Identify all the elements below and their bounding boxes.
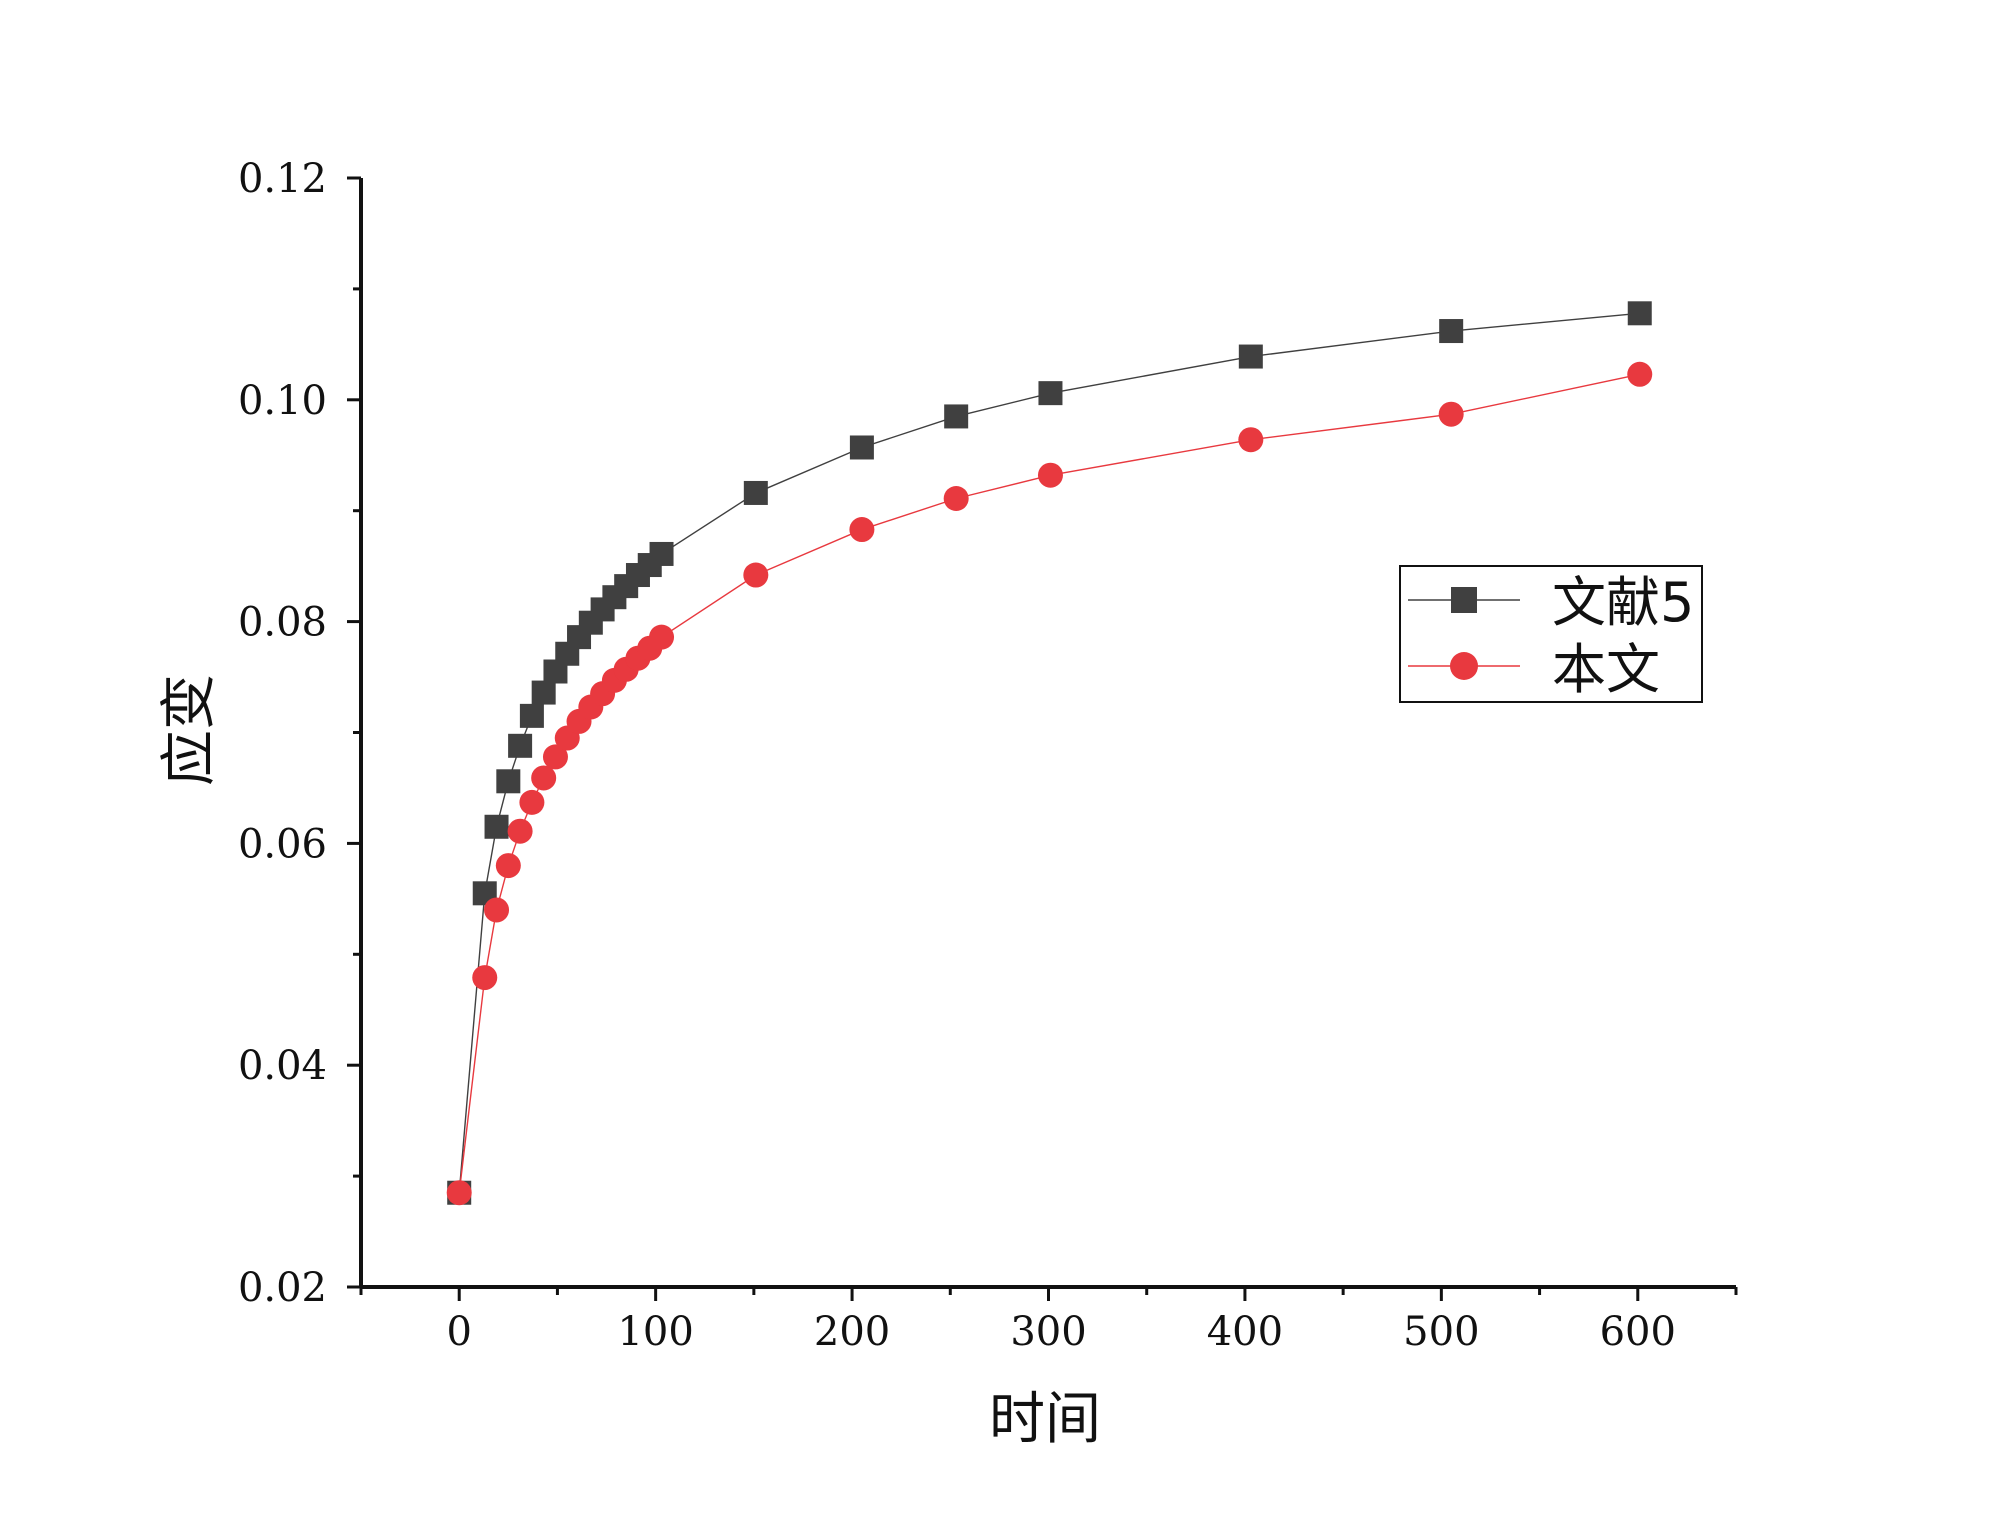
y-tick-label: 0.04 bbox=[238, 1043, 327, 1089]
x-tick-label: 0 bbox=[446, 1309, 471, 1355]
data-point-series-0 bbox=[496, 769, 521, 794]
data-point-series-0 bbox=[849, 435, 874, 460]
data-point-series-1 bbox=[542, 744, 568, 770]
y-tick-label: 0.12 bbox=[238, 156, 327, 202]
data-point-series-1 bbox=[1238, 427, 1264, 453]
legend-label-series-1: 本文 bbox=[1552, 638, 1660, 701]
data-point-series-0 bbox=[944, 404, 969, 429]
data-point-series-1 bbox=[472, 965, 498, 991]
data-point-series-0 bbox=[508, 733, 533, 758]
series-line-1 bbox=[458, 373, 1640, 1193]
x-tick-label: 500 bbox=[1403, 1309, 1479, 1355]
y-tick-label: 0.08 bbox=[238, 600, 327, 646]
data-point-series-1 bbox=[507, 818, 533, 844]
x-tick-label: 200 bbox=[814, 1309, 890, 1355]
data-point-series-0 bbox=[531, 680, 556, 705]
y-tick-label: 0.02 bbox=[238, 1265, 327, 1311]
x-tick-label: 100 bbox=[617, 1309, 693, 1355]
data-point-series-1 bbox=[446, 1180, 472, 1206]
data-point-series-1 bbox=[1627, 361, 1653, 387]
data-point-series-0 bbox=[649, 541, 674, 566]
x-axis-title: 时间 bbox=[989, 1387, 1101, 1452]
data-point-series-1 bbox=[1438, 401, 1464, 427]
data-point-series-1 bbox=[743, 562, 769, 588]
data-point-series-1 bbox=[943, 486, 969, 512]
x-tick-label: 300 bbox=[1010, 1309, 1086, 1355]
series-layer bbox=[446, 301, 1653, 1206]
data-point-series-1 bbox=[495, 853, 521, 879]
data-point-series-1 bbox=[519, 789, 545, 815]
y-axis-title: 应变 bbox=[157, 674, 222, 786]
y-tick-label: 0.10 bbox=[238, 378, 327, 424]
data-point-series-1 bbox=[649, 624, 675, 650]
data-point-series-1 bbox=[849, 517, 875, 543]
legend-marker-series-1 bbox=[1450, 652, 1478, 680]
data-point-series-0 bbox=[519, 703, 544, 728]
series-line-0 bbox=[458, 312, 1640, 1193]
data-point-series-0 bbox=[484, 814, 509, 839]
legend-box bbox=[1399, 565, 1703, 703]
x-tick-label: 400 bbox=[1207, 1309, 1283, 1355]
data-point-series-0 bbox=[1238, 344, 1263, 369]
data-point-series-0 bbox=[1627, 301, 1652, 326]
data-point-series-0 bbox=[1038, 381, 1063, 406]
data-point-series-1 bbox=[1037, 462, 1063, 488]
x-tick-label: 600 bbox=[1600, 1309, 1676, 1355]
legend-label-series-0: 文献5 bbox=[1552, 571, 1694, 634]
data-point-series-0 bbox=[743, 480, 768, 505]
data-point-series-0 bbox=[1439, 319, 1464, 344]
data-point-series-1 bbox=[531, 765, 557, 791]
axes: 0 100 200 300 400 500 600 0.02 0.04 0.06 0.08 0.10 0… bbox=[238, 156, 1738, 1355]
legend-marker-series-0 bbox=[1451, 587, 1477, 613]
legend: 文献5 本文 bbox=[1399, 565, 1703, 703]
data-point-series-1 bbox=[484, 897, 510, 923]
y-tick-label: 0.06 bbox=[238, 821, 327, 867]
